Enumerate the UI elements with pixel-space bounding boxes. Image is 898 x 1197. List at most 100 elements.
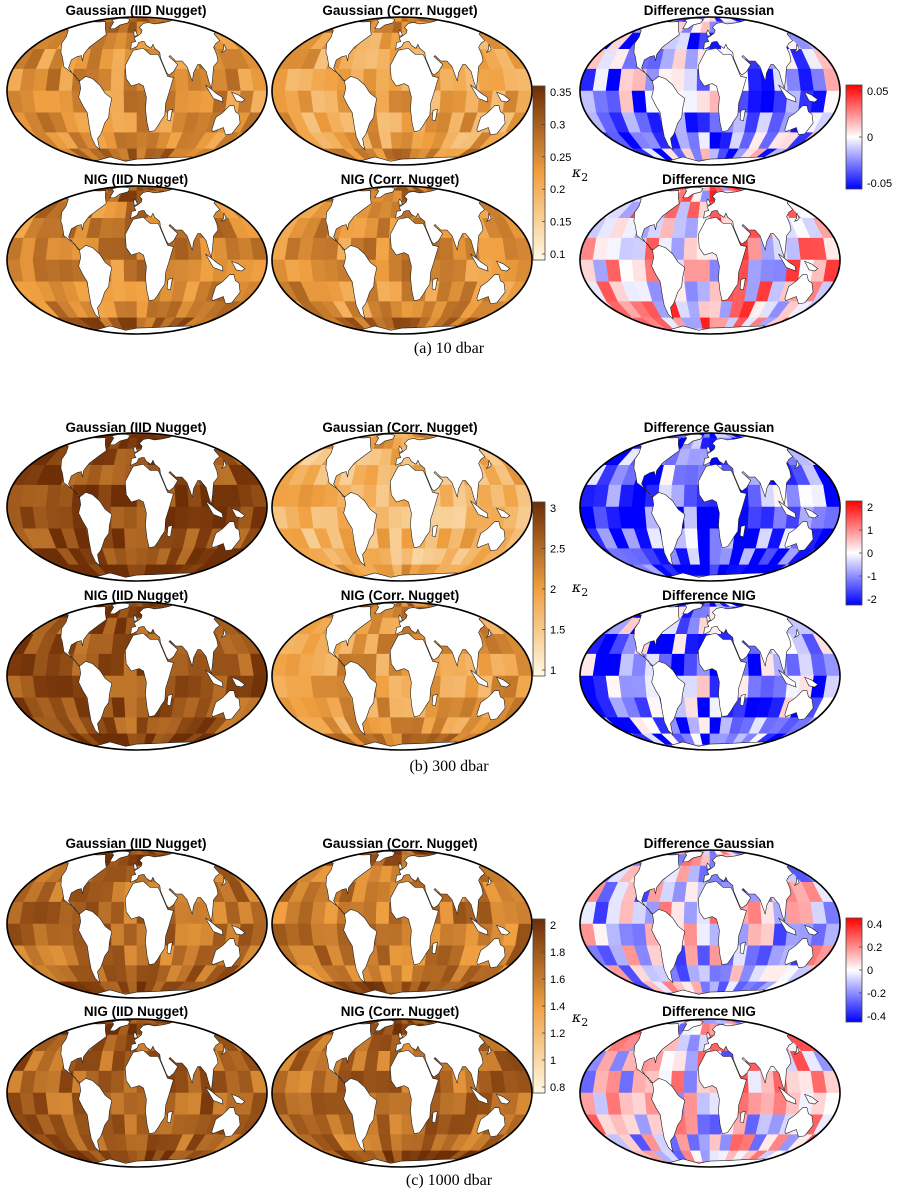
colorbar-tick-label: 0.3: [550, 119, 565, 131]
grid-cell: [111, 464, 126, 486]
landmass-britain: [706, 614, 711, 622]
landmass-samerica: [651, 491, 686, 567]
grid-cell: [388, 506, 403, 530]
landmass-indonesia: [778, 500, 797, 519]
grid-cell: [696, 1092, 711, 1116]
colorbar-tick-label: 1.6: [550, 974, 565, 986]
grid-cell: [698, 1134, 711, 1152]
landmass-namerica: [57, 854, 107, 915]
landmass-newguinea: [495, 924, 511, 936]
grid-cell: [110, 653, 125, 677]
grid-cell: [515, 237, 532, 261]
grid-cell: [823, 484, 840, 508]
landmass-africa: [697, 880, 747, 966]
map-15: [6, 1018, 268, 1168]
grid-cell: [310, 1092, 327, 1116]
landmass-greenland: [682, 186, 704, 199]
grid-cell: [110, 484, 125, 508]
landmass-japan: [485, 1045, 492, 1056]
landmass-britain: [706, 1031, 711, 1039]
map-title: NIG (Corr. Nugget): [340, 1004, 460, 1019]
colorbar-tick-label: 2: [867, 502, 873, 514]
grid-cell: [683, 653, 698, 677]
landmass-japan: [220, 212, 227, 223]
landmass-indonesia: [205, 669, 224, 688]
grid-cell: [375, 675, 390, 699]
map-outline: [579, 849, 841, 999]
grid-cell: [684, 464, 699, 486]
grid-cell: [123, 506, 138, 530]
landmass-samerica: [651, 908, 686, 984]
landmass-madagascar: [431, 693, 438, 707]
grid-cell: [310, 237, 327, 261]
grid-cell: [439, 653, 455, 677]
landmass-newguinea: [495, 91, 511, 103]
grid-cell: [683, 259, 698, 283]
grid-cell: [388, 923, 403, 947]
map-title: NIG (Corr. Nugget): [340, 172, 460, 187]
colorbar-tick-label: 3: [550, 503, 556, 515]
landmass-indonesia: [205, 84, 224, 103]
landmass-eurasia: [703, 852, 796, 922]
grid-cell: [125, 301, 138, 319]
grid-cell: [760, 506, 776, 530]
grid-cell: [174, 237, 190, 261]
landmass-indonesia: [778, 1086, 797, 1105]
map-title: Gaussian (IID Nugget): [65, 3, 207, 18]
map-title: Gaussian (Corr. Nugget): [322, 836, 478, 851]
landmass-newguinea: [803, 507, 819, 519]
grid-cell: [110, 1092, 125, 1116]
grid-cell: [515, 1070, 532, 1094]
grid-cell: [618, 653, 635, 677]
landmass-indonesia: [470, 1086, 489, 1105]
landmass-namerica: [322, 437, 372, 498]
grid-cell: [310, 68, 327, 92]
landmass-britain: [133, 614, 138, 622]
grid-cell: [375, 1070, 390, 1094]
grid-cell: [376, 217, 391, 239]
landmass-britain: [133, 29, 138, 37]
landmass-eurasia: [130, 604, 223, 674]
landmass-greenland: [374, 186, 396, 199]
grid-cell: [618, 923, 635, 947]
grid-cell: [515, 484, 532, 508]
landmass-indonesia: [470, 84, 489, 103]
landmass-africa: [697, 1049, 747, 1135]
landmass-australia: [476, 1107, 506, 1138]
landmass-australia: [211, 274, 241, 305]
grid-cell: [310, 923, 327, 947]
landmass-greenland: [374, 17, 396, 30]
landmass-samerica: [78, 660, 113, 736]
grid-cell: [618, 237, 635, 261]
grid-cell: [187, 506, 203, 530]
landmass-newguinea: [230, 1093, 246, 1105]
map-outline: [579, 185, 841, 335]
landmass-namerica: [630, 854, 680, 915]
landmass-madagascar: [431, 108, 438, 122]
grid-cell: [697, 697, 711, 719]
grid-cell: [388, 1092, 403, 1116]
grid-cell: [390, 965, 403, 983]
landmass-samerica: [78, 75, 113, 151]
landmass-australia: [476, 274, 506, 305]
landmass-newguinea: [230, 507, 246, 519]
grid-cell: [389, 112, 403, 134]
grid-cell: [618, 1070, 635, 1094]
colorbar-tick-label: 1.5: [550, 625, 565, 637]
landmass-australia: [476, 690, 506, 721]
map-2: [579, 16, 841, 166]
grid-cell: [323, 506, 340, 530]
grid-cell: [250, 1070, 267, 1094]
grid-cell: [439, 484, 455, 508]
map-outline: [6, 601, 268, 751]
panel-caption: (c) 1000 dbar: [405, 1172, 493, 1189]
grid-cell: [125, 132, 138, 150]
colorbar-tick-label: 0.35: [550, 87, 571, 99]
landmass-samerica: [78, 244, 113, 320]
map-outline: [6, 432, 268, 582]
map-10: [271, 601, 533, 751]
grid-cell: [683, 90, 698, 114]
grid-cell: [683, 675, 698, 699]
grid-cell: [45, 90, 62, 114]
grid-cell: [631, 1092, 648, 1116]
